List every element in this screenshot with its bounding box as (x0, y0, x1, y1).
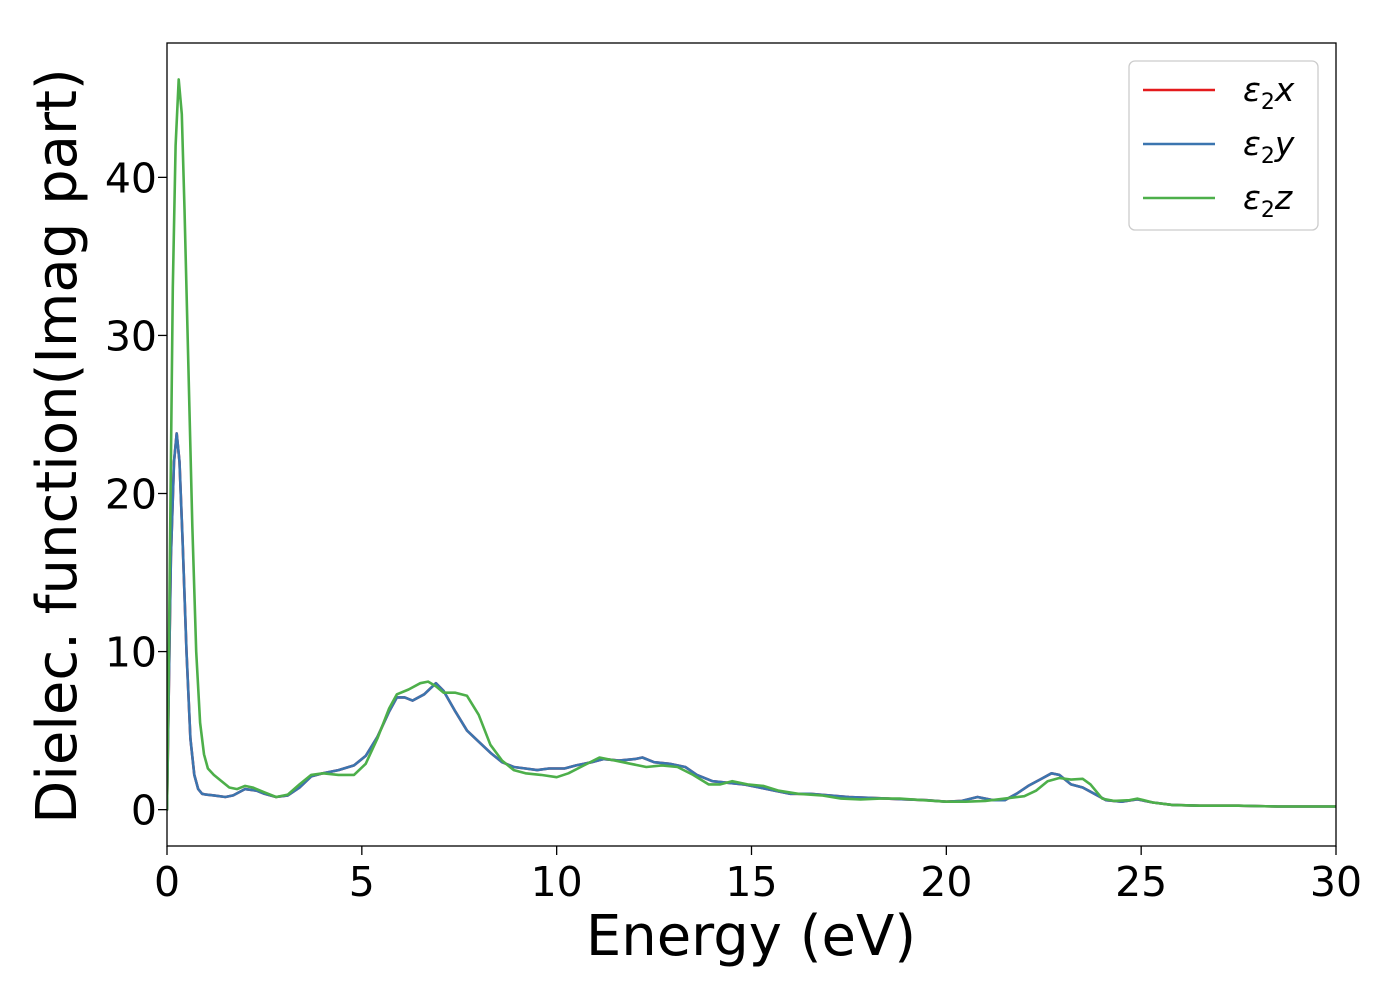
y-tick-label: 10 (105, 629, 157, 677)
y-tick-label: 20 (105, 471, 157, 519)
y-axis: 0 10 20 30 40 (105, 154, 167, 835)
legend-label-y: ε2y (1243, 124, 1295, 169)
series-layer (167, 78, 1336, 811)
x-tick-label: 20 (920, 858, 972, 906)
legend-label-x: ε2x (1243, 70, 1295, 115)
series-line-z (167, 78, 1336, 811)
legend: ε2x ε2y ε2z (1128, 60, 1319, 231)
legend-box (1128, 60, 1319, 231)
y-axis-label: Dielec. function(Imag part) (25, 68, 90, 824)
x-tick-label: 30 (1310, 858, 1362, 906)
series-line-y (167, 432, 1336, 811)
x-axis-label: Energy (eV) (586, 904, 916, 969)
y-tick-label: 0 (131, 787, 157, 835)
x-tick-label: 5 (349, 858, 375, 906)
x-axis: 0 5 10 15 20 25 30 (154, 846, 1362, 906)
x-tick-label: 15 (725, 858, 777, 906)
x-tick-label: 25 (1115, 858, 1167, 906)
x-tick-label: 0 (154, 858, 180, 906)
y-tick-label: 30 (105, 312, 157, 360)
legend-label-z: ε2z (1243, 178, 1293, 223)
y-tick-label: 40 (105, 154, 157, 202)
x-tick-label: 10 (531, 858, 583, 906)
